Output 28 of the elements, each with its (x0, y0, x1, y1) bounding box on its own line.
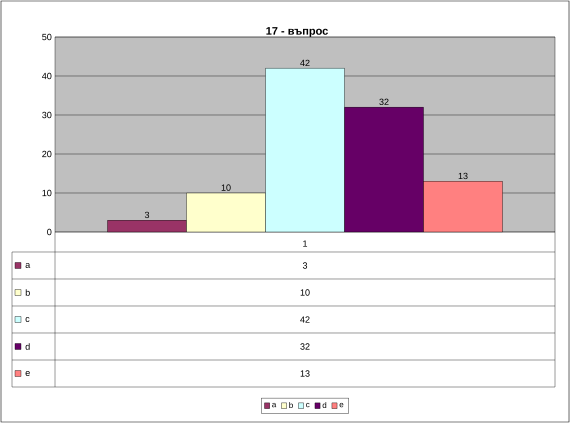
legend-label: b (26, 289, 30, 296)
legend-label: c (306, 402, 310, 408)
text: e (26, 371, 30, 376)
y-tick-label: 20 (42, 150, 52, 158)
y-tick-label: 40 (42, 72, 52, 80)
text: 13 (300, 370, 310, 377)
y-tick-label: 0 (47, 228, 52, 236)
text: 10 (300, 289, 310, 296)
legend-label: a (26, 263, 30, 268)
y-tick-label: 50 (42, 34, 52, 40)
text: 3 (302, 262, 308, 269)
text: d (26, 343, 30, 350)
legend-label: e (340, 402, 344, 408)
data-label: 3 (144, 212, 150, 218)
x-tick-label: 1 (303, 240, 308, 247)
data-label: 13 (458, 172, 468, 180)
text: b (289, 402, 293, 408)
y-tick-label: 10 (42, 190, 52, 196)
legend-label: d (322, 402, 326, 408)
text: a (272, 402, 276, 408)
data-label: 10 (222, 184, 231, 191)
data-label: 42 (300, 60, 310, 66)
text: c (26, 317, 30, 322)
data-label: 32 (379, 98, 389, 106)
text: 32 (300, 343, 310, 350)
text: 42 (300, 316, 310, 323)
chart-title: 17 - въпрос (266, 27, 328, 37)
y-tick-label: 30 (42, 112, 52, 118)
